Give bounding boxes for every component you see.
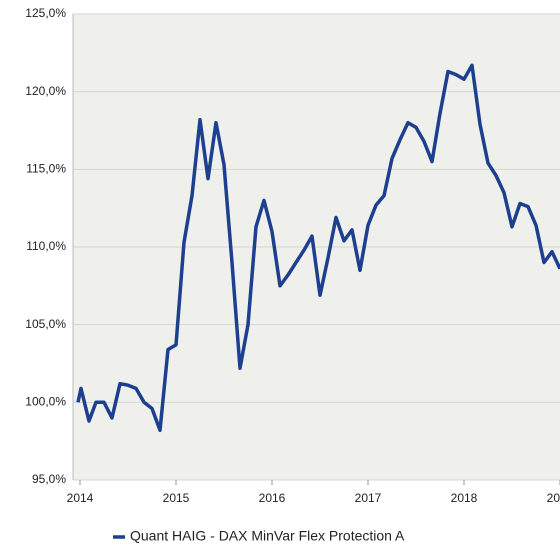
x-tick-label: 2018: [451, 491, 478, 505]
y-tick-label: 125,0%: [25, 6, 66, 20]
x-tick-label: 2015: [163, 491, 190, 505]
y-tick-label: 105,0%: [25, 317, 66, 331]
x-tick-label: 2016: [259, 491, 286, 505]
y-tick-label: 120,0%: [25, 84, 66, 98]
legend-label: Quant HAIG - DAX MinVar Flex Protection …: [130, 528, 405, 544]
y-tick-label: 115,0%: [26, 162, 66, 176]
x-tick-label: 2014: [67, 491, 94, 505]
y-tick-label: 95,0%: [32, 472, 66, 486]
data-line: [76, 63, 560, 433]
x-tick-label: 2019: [547, 491, 560, 505]
x-tick-label: 2017: [355, 491, 382, 505]
y-tick-label: 110,0%: [26, 239, 66, 253]
y-tick-label: 100,0%: [25, 395, 66, 409]
